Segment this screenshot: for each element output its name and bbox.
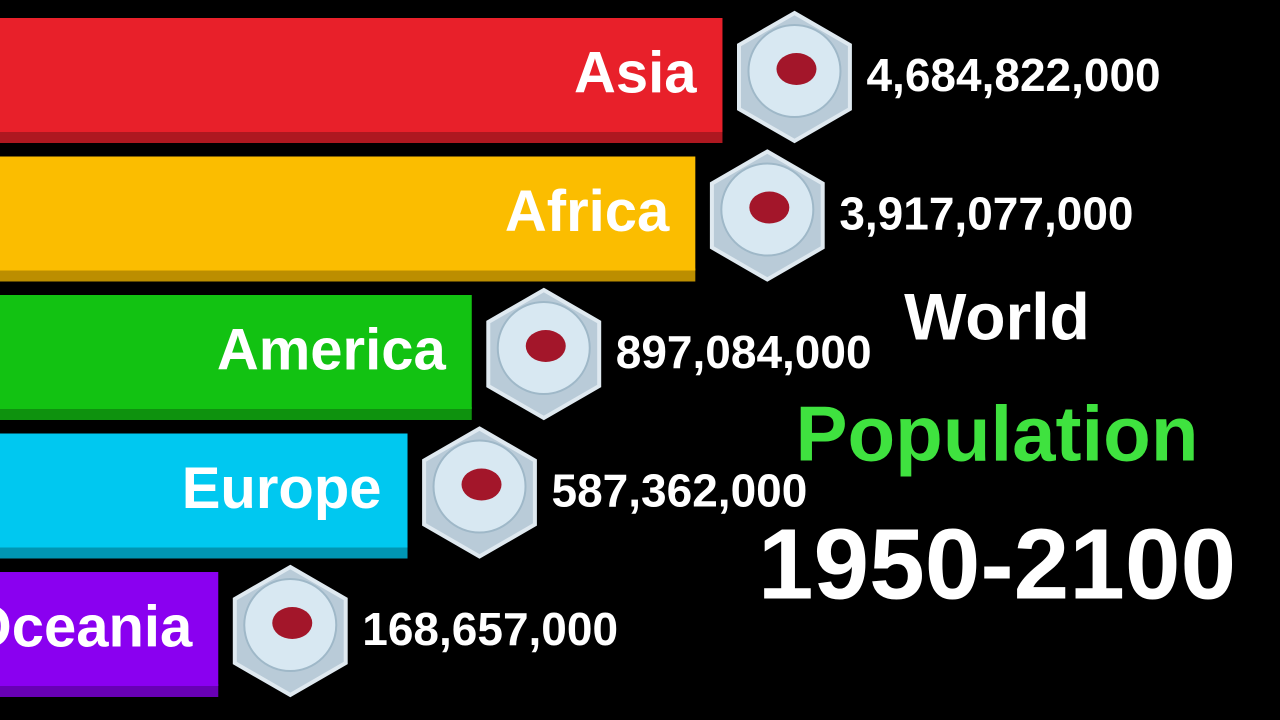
bar-shadow xyxy=(0,130,723,143)
bar-group: Oceania 168,657,000 xyxy=(0,564,618,698)
bar-label: Asia xyxy=(574,40,697,105)
bar-label: Africa xyxy=(505,179,670,244)
value-label: 168,657,000 xyxy=(362,603,618,655)
title-line: 1950-2100 xyxy=(758,508,1236,620)
bar xyxy=(0,18,723,132)
value-label: 587,362,000 xyxy=(552,465,808,517)
icon-continent xyxy=(776,53,817,85)
icon-continent xyxy=(525,330,566,362)
bar-label: Europe xyxy=(182,456,382,521)
bar xyxy=(0,433,408,548)
value-label: 4,684,822,000 xyxy=(866,49,1160,101)
bar-shadow xyxy=(0,407,472,420)
bar-shadow xyxy=(0,545,408,559)
icon-continent xyxy=(461,468,502,501)
bar-group: Europe 587,362,000 xyxy=(0,426,808,559)
bar-group: Africa 3,917,077,000 xyxy=(0,149,1133,282)
title-line: Population xyxy=(796,390,1199,478)
bar-label: Oceania xyxy=(0,594,193,659)
icon-continent xyxy=(272,607,313,639)
bar xyxy=(0,572,219,686)
bar xyxy=(0,156,696,271)
bar-shadow xyxy=(0,684,219,697)
bar-shadow xyxy=(0,268,696,282)
bar-group: America 897,084,000 xyxy=(0,287,872,421)
value-label: 897,084,000 xyxy=(616,326,872,378)
bar-group: Asia 4,684,822,000 xyxy=(0,10,1161,144)
value-label: 3,917,077,000 xyxy=(839,188,1133,240)
icon-continent xyxy=(749,191,790,224)
bar xyxy=(0,295,472,409)
bar-label: America xyxy=(217,317,447,382)
title-line: World xyxy=(904,279,1090,353)
